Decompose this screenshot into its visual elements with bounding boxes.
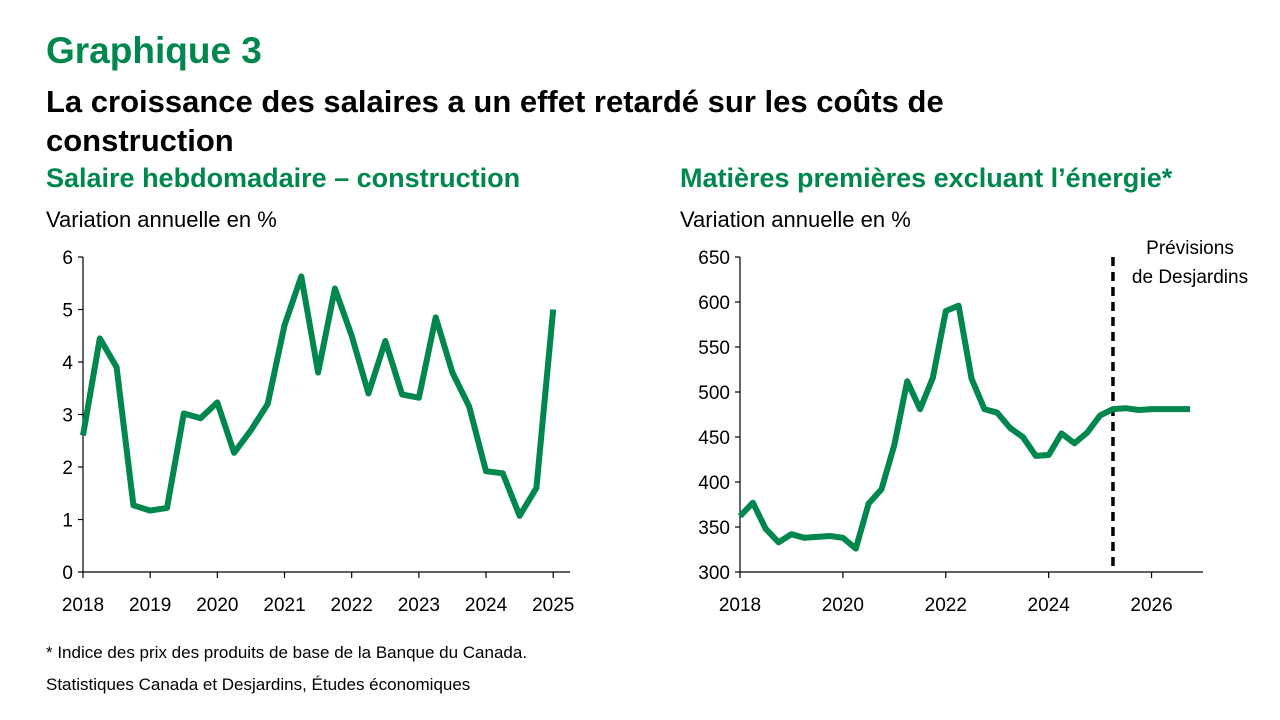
left-y-tick-label: 4 [62, 353, 73, 374]
right-y-tick-label: 300 [698, 563, 730, 584]
left-y-tick-label: 3 [62, 406, 73, 427]
forecast-annotation-line: Prévisions [1146, 238, 1234, 259]
left-x-tick-label: 2025 [532, 595, 574, 616]
left-x-tick-label: 2020 [196, 595, 238, 616]
forecast-annotation-line: de Desjardins [1132, 267, 1248, 288]
right-y-tick-label: 450 [698, 428, 730, 449]
right-x-tick-label: 2024 [1028, 595, 1071, 616]
right-x-tick-label: 2018 [719, 595, 761, 616]
right-y-tick-label: 350 [698, 518, 730, 539]
chart-number-label: Graphique 3 [46, 30, 262, 71]
left-x-tick-label: 2023 [398, 595, 440, 616]
right-x-tick-label: 2022 [925, 595, 967, 616]
left-y-tick-label: 2 [62, 458, 73, 479]
right-panel-title: Matières premières excluant l’énergie* [680, 163, 1173, 193]
right-chart: 300 350 400 450 500 550 600 650 2018 2020 2022 2024… [698, 238, 1248, 616]
right-series-line [737, 302, 1191, 552]
left-y-tick-label: 6 [62, 248, 73, 269]
left-x-tick-label: 2021 [263, 595, 305, 616]
right-y-tick-label: 400 [698, 473, 730, 494]
left-series-line [80, 273, 557, 519]
left-chart: 0 1 2 3 4 5 6 2018 2019 2020 2021 2022 2023 2024 2025 [62, 248, 574, 616]
left-x-tick-label: 2018 [62, 595, 104, 616]
left-x-tick-label: 2024 [465, 595, 508, 616]
left-x-tick-label: 2019 [129, 595, 171, 616]
left-y-tick-label: 0 [62, 563, 73, 584]
footnote-index: * Indice des prix des produits de base d… [46, 643, 528, 662]
right-y-tick-label: 500 [698, 383, 730, 404]
right-panel-unit-label: Variation annuelle en % [680, 207, 911, 232]
right-y-tick-label: 650 [698, 248, 730, 269]
left-y-tick-label: 1 [62, 511, 73, 532]
left-y-tick-label: 5 [62, 301, 73, 322]
left-panel-title: Salaire hebdomadaire – construction [46, 163, 521, 193]
right-y-tick-label: 600 [698, 293, 730, 314]
footnote-source: Statistiques Canada et Desjardins, Étude… [46, 675, 471, 694]
page-title: La croissance des salaires a un effet re… [46, 84, 944, 158]
right-x-tick-label: 2020 [822, 595, 864, 616]
left-x-tick-label: 2022 [331, 595, 373, 616]
right-x-tick-label: 2026 [1130, 595, 1172, 616]
right-y-tick-label: 550 [698, 338, 730, 359]
left-panel-unit-label: Variation annuelle en % [46, 207, 277, 232]
